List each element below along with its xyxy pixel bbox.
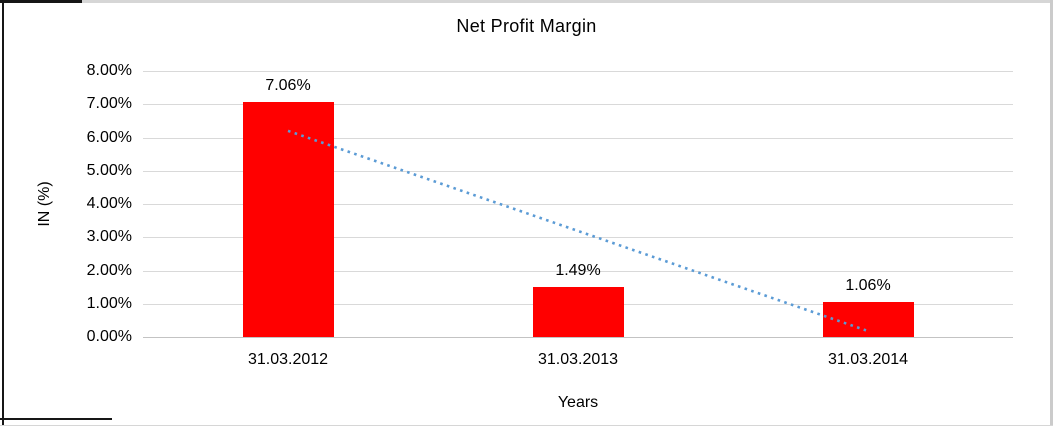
x-tick-label: 31.03.2014 <box>827 351 909 368</box>
gridline <box>143 137 1013 139</box>
bar-data-label: 1.49% <box>555 262 601 280</box>
y-tick-label: 6.00% <box>86 128 132 146</box>
x-tick-label: 31.03.2013 <box>537 351 619 368</box>
gridline <box>143 71 1013 72</box>
gridline <box>143 337 1013 338</box>
trendline-layer <box>287 129 867 332</box>
frame-left-border <box>2 0 4 426</box>
trendline <box>287 129 867 332</box>
y-tick-label: 8.00% <box>86 62 132 79</box>
x-axis-title: Years <box>557 394 599 411</box>
chart-title: Net Profit Margin <box>456 16 597 36</box>
frame-bottom-border-dark-segment <box>0 418 112 420</box>
y-tick-label: 0.00% <box>86 328 132 345</box>
y-tick-label: 5.00% <box>86 161 132 179</box>
y-tick-label: 2.00% <box>86 261 132 279</box>
gridline <box>143 104 1013 106</box>
plot-area: 7.06% 1.49% 1.06% <box>143 71 1013 338</box>
y-tick-label: 7.00% <box>86 95 132 113</box>
frame-top-border-dark-segment <box>0 0 82 3</box>
frame-top-border <box>0 0 1053 3</box>
y-tick-label: 4.00% <box>86 195 132 212</box>
gridline <box>143 270 1013 272</box>
x-tick-label: 31.03.2012 <box>247 351 329 368</box>
gridline <box>143 204 1013 205</box>
gridline <box>143 237 1013 239</box>
gridline <box>143 170 1013 172</box>
bar-31.03.2013 <box>532 287 624 337</box>
bar-data-label: 1.06% <box>845 276 891 294</box>
y-tick-label: 3.00% <box>86 228 132 246</box>
bar-31.03.2012 <box>242 102 334 337</box>
bar-data-label: 7.06% <box>265 77 311 95</box>
frame-right-border <box>1050 0 1053 426</box>
y-tick-label: 1.00% <box>86 294 132 312</box>
